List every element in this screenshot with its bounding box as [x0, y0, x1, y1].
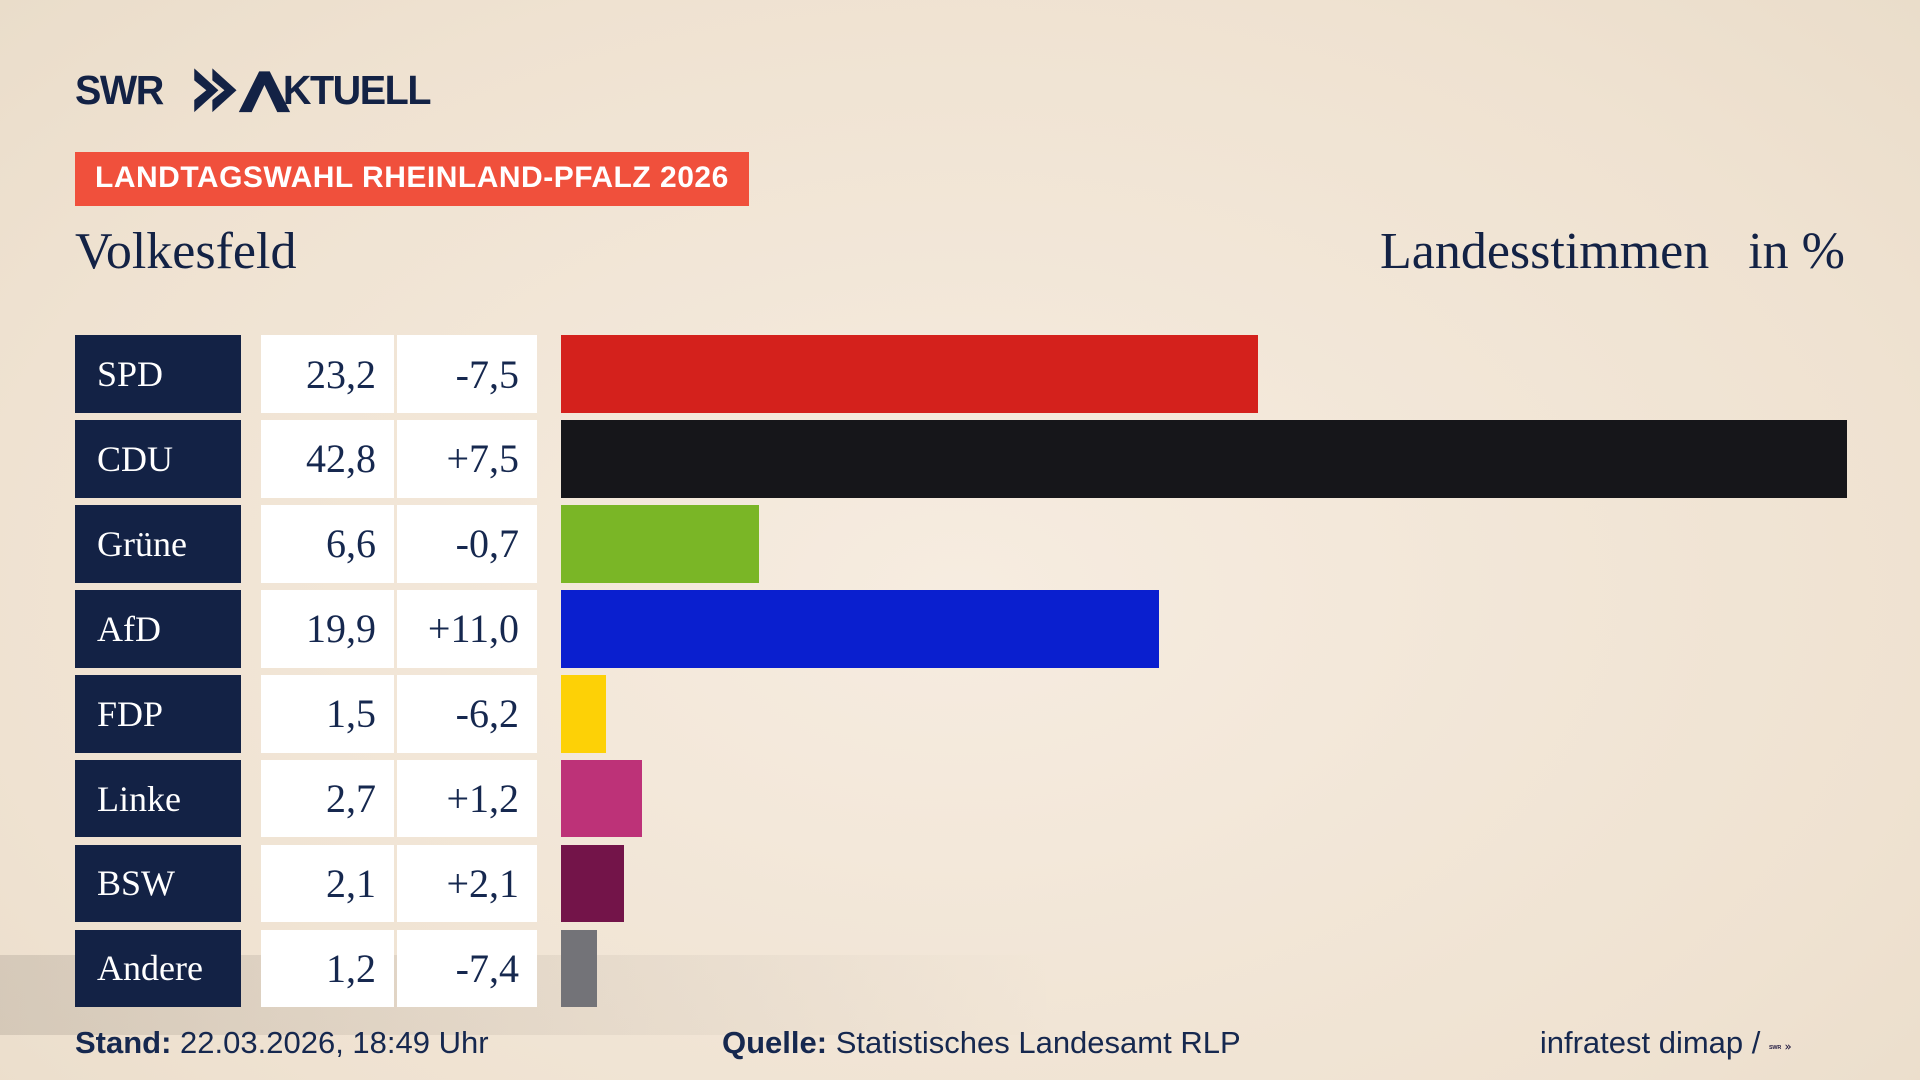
- svg-text:KTUELL: KTUELL: [283, 68, 431, 113]
- svg-text:SWR: SWR: [75, 68, 164, 113]
- svg-text:SWR: SWR: [1769, 1045, 1781, 1051]
